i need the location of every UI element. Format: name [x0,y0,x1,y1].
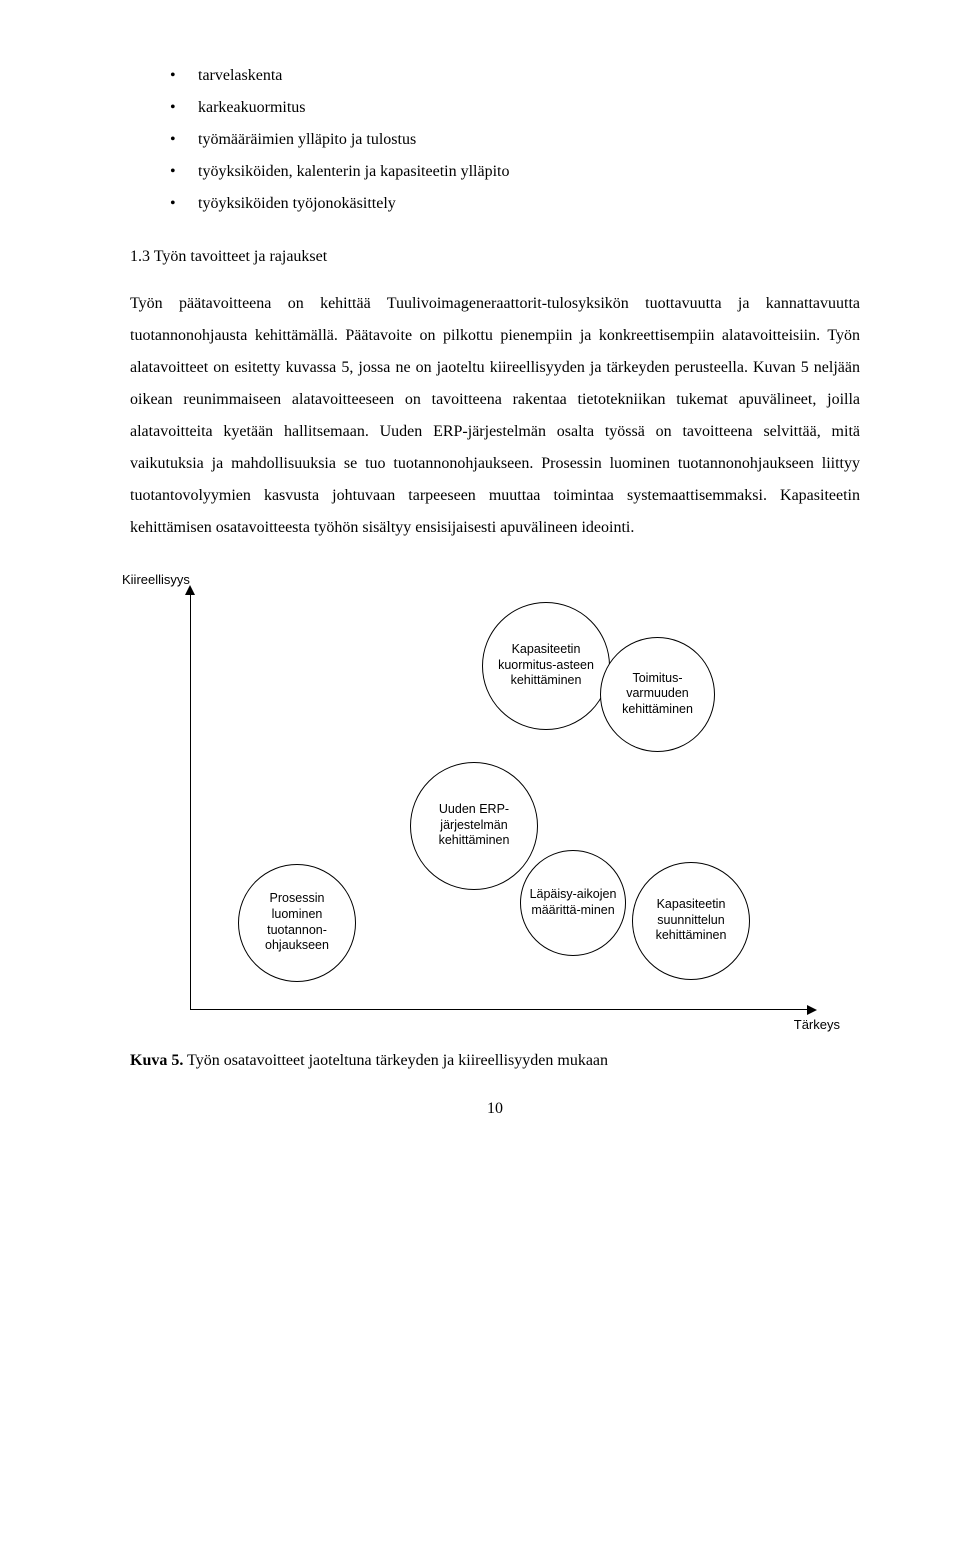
bubble-chart: Kiireellisyys Tärkeys Kapasiteetin kuorm… [120,572,840,1042]
bullet-item: karkeakuormitus [170,92,860,124]
bubble-lapaisyaikojen: Läpäisy-aikojen määrittä-minen [520,850,626,956]
bullet-item: tarvelaskenta [170,60,860,92]
diagram-container: Kiireellisyys Tärkeys Kapasiteetin kuorm… [130,572,860,1042]
caption-label: Kuva 5. [130,1052,183,1069]
x-axis-line [190,1009,810,1010]
x-axis-arrow-icon [807,1005,817,1015]
body-paragraph: Työn päätavoitteena on kehittää Tuulivoi… [130,288,860,544]
bullet-item: työyksiköiden, kalenterin ja kapasiteeti… [170,156,860,188]
bubble-prosessin-luominen: Prosessin luominen tuotannon-ohjaukseen [238,864,356,982]
bullet-item: työyksiköiden työjonokäsittely [170,188,860,220]
bullet-list: tarvelaskenta karkeakuormitus työmääräim… [130,60,860,220]
figure-caption: Kuva 5. Työn osatavoitteet jaoteltuna tä… [130,1052,860,1070]
page-number: 10 [130,1100,860,1118]
y-axis-label: Kiireellisyys [122,572,190,587]
bubble-toimitusvarmuuden: Toimitus-varmuuden kehittäminen [600,637,715,752]
x-axis-label: Tärkeys [794,1017,840,1032]
y-axis-line [190,592,191,1010]
bullet-item: työmääräimien ylläpito ja tulostus [170,124,860,156]
caption-text: Työn osatavoitteet jaoteltuna tärkeyden … [183,1052,608,1069]
section-heading: 1.3 Työn tavoitteet ja rajaukset [130,244,860,270]
bubble-kapasiteetin-kuormitus: Kapasiteetin kuormitus-asteen kehittämin… [482,602,610,730]
bubble-kapasiteetin-suunnittelun: Kapasiteetin suunnittelun kehittäminen [632,862,750,980]
bubble-uuden-erp: Uuden ERP-järjestelmän kehittäminen [410,762,538,890]
